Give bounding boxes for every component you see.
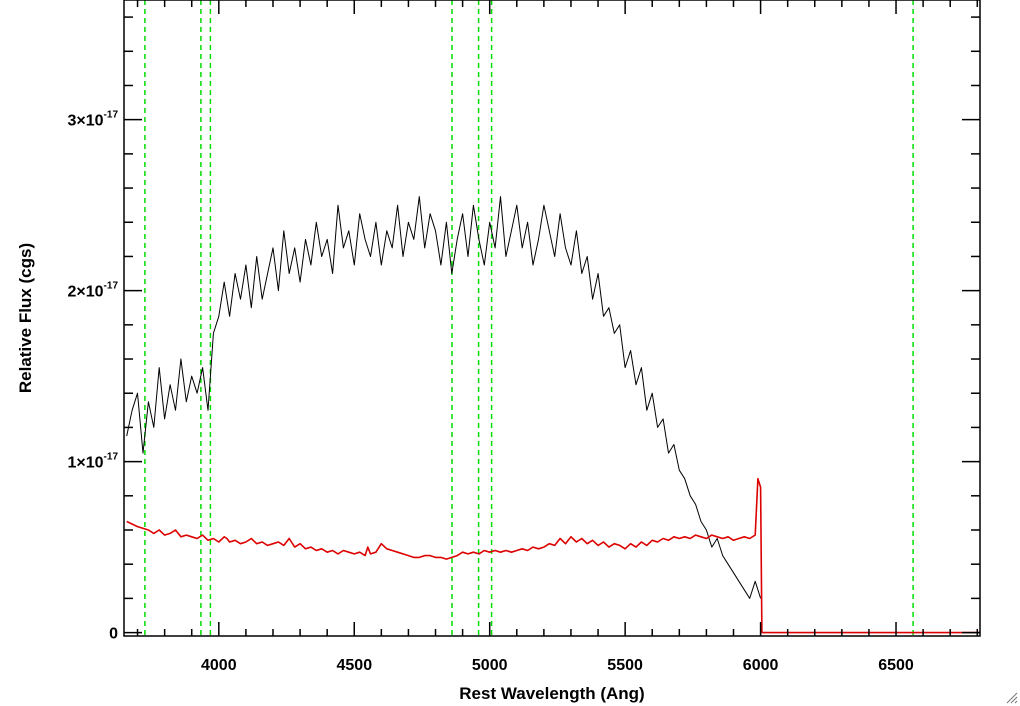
x-tick-labels: 4000 4500 5000 5500 6000 6500 — [201, 657, 914, 674]
y-axis-title: Relative Flux (cgs) — [16, 243, 35, 393]
series-line-0 — [126, 196, 762, 599]
y-tick-label: 2×10-17 — [68, 281, 119, 301]
x-tick-label: 5500 — [607, 657, 643, 674]
x-tick-label: 4000 — [201, 657, 237, 674]
x-tick-label: 4500 — [337, 657, 373, 674]
x-axis-title: Rest Wavelength (Ang) — [459, 684, 644, 703]
y-tick-label: 0 — [109, 626, 118, 643]
x-tick-label: 6000 — [743, 657, 779, 674]
axis-ticks — [124, 0, 980, 636]
x-tick-label: 6500 — [878, 657, 914, 674]
spectrum-series — [126, 196, 980, 634]
y-tick-label: 3×10-17 — [68, 110, 119, 130]
series-line-1 — [126, 477, 980, 634]
x-tick-label: 5000 — [472, 657, 508, 674]
y-tick-labels: 0 1×10-17 2×10-17 3×10-17 — [68, 110, 119, 643]
emission-line-markers — [144, 0, 914, 636]
resize-grip-icon[interactable] — [1006, 692, 1018, 704]
y-tick-label: 1×10-17 — [68, 452, 119, 472]
plot-frame — [123, 0, 981, 637]
